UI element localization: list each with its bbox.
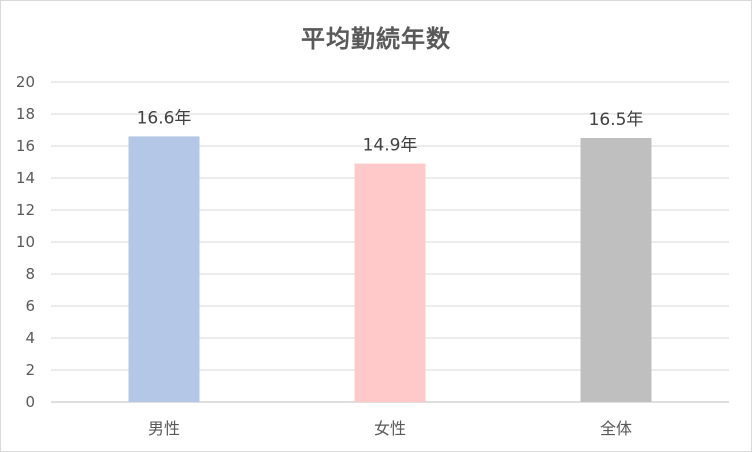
chart-title: 平均勤続年数 bbox=[301, 25, 451, 53]
y-tick-label: 16 bbox=[16, 137, 35, 155]
y-tick-label: 18 bbox=[16, 105, 35, 123]
bar bbox=[580, 138, 652, 402]
category-label: 男性 bbox=[148, 419, 180, 438]
bars bbox=[128, 136, 652, 402]
y-tick-label: 0 bbox=[25, 393, 35, 411]
y-axis-ticks: 0 2 4 6 8 10 12 14 16 18 20 bbox=[16, 73, 35, 411]
y-tick-label: 6 bbox=[25, 297, 35, 315]
bar bbox=[354, 163, 426, 402]
data-label: 14.9年 bbox=[363, 136, 418, 156]
y-tick-label: 20 bbox=[16, 73, 35, 91]
data-labels: 16.6年 14.9年 16.5年 bbox=[137, 108, 644, 155]
y-tick-label: 10 bbox=[16, 233, 35, 251]
y-tick-label: 12 bbox=[16, 201, 35, 219]
data-label: 16.6年 bbox=[137, 108, 192, 128]
y-tick-label: 14 bbox=[16, 169, 35, 187]
category-label: 女性 bbox=[374, 419, 406, 438]
category-label: 全体 bbox=[600, 419, 632, 438]
x-axis-categories: 男性 女性 全体 bbox=[148, 419, 632, 438]
data-label: 16.5年 bbox=[589, 110, 644, 130]
y-tick-label: 2 bbox=[25, 361, 35, 379]
y-tick-label: 8 bbox=[25, 265, 35, 283]
y-tick-label: 4 bbox=[25, 329, 35, 347]
bar bbox=[128, 136, 200, 402]
